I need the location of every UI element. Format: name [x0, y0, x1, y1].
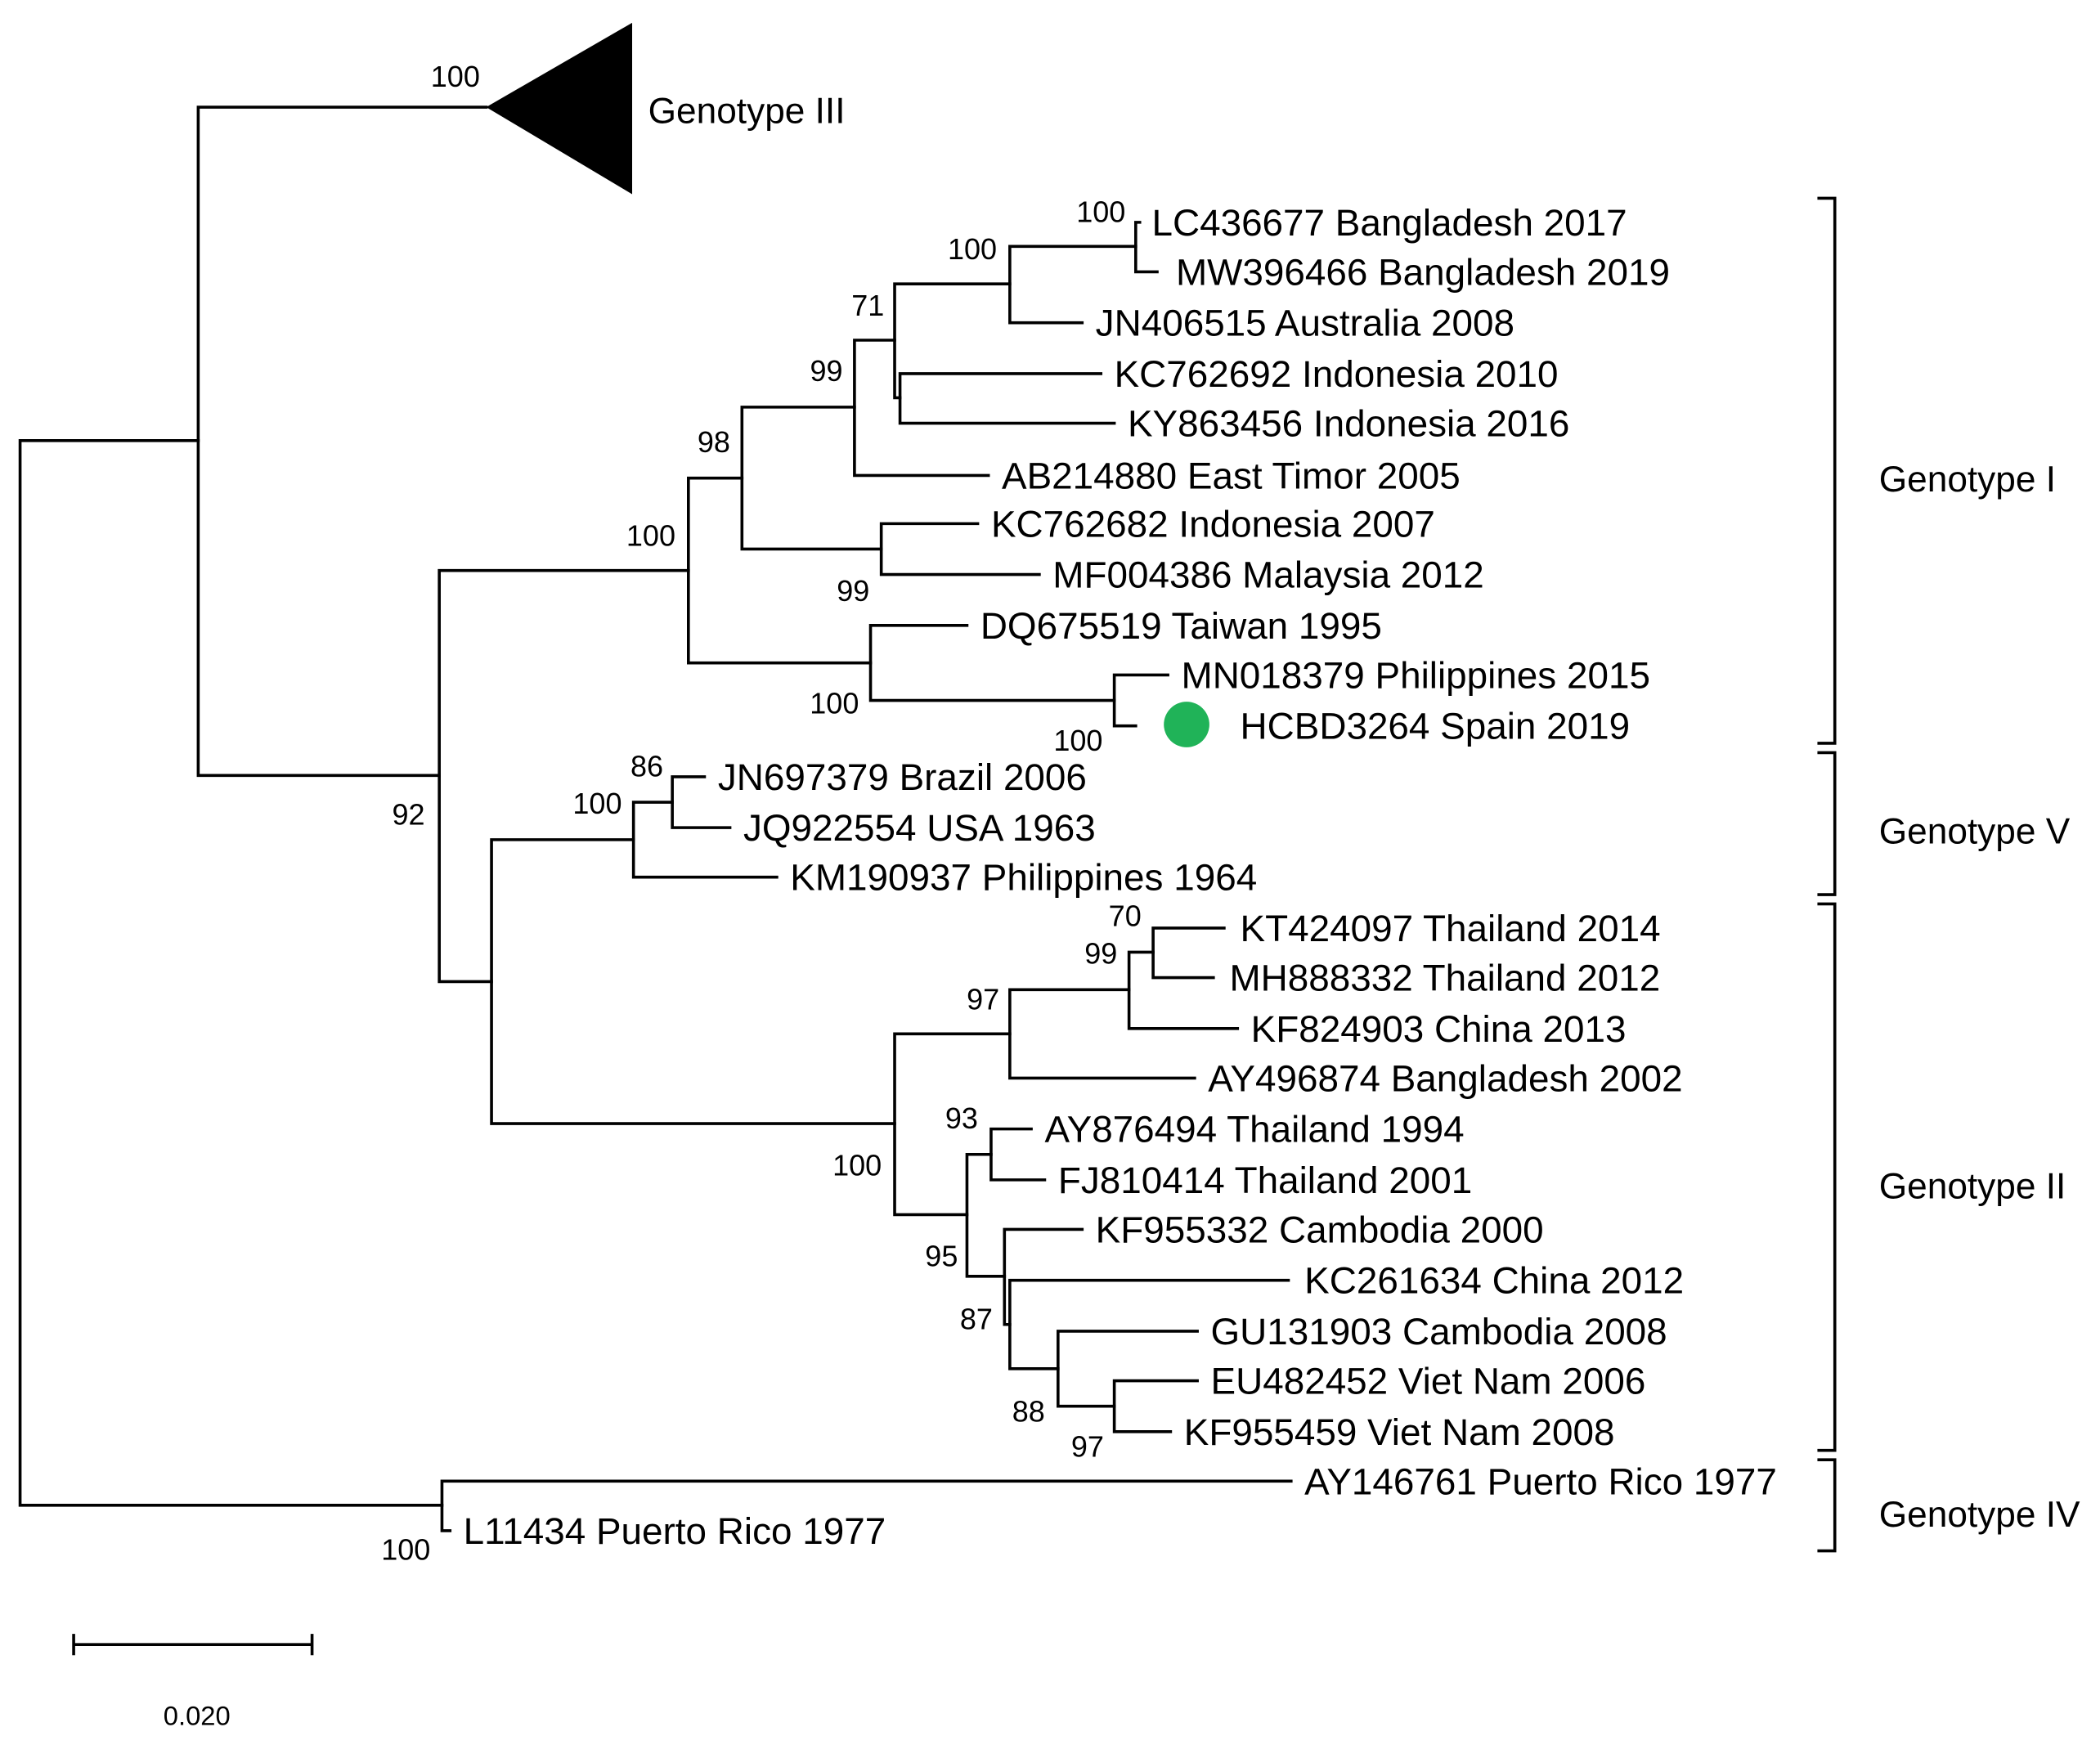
tree-node-branches [853, 339, 990, 478]
leaf-label: FJ810414 Thailand 2001 [1058, 1159, 1472, 1201]
tree-node-branches [687, 476, 873, 665]
leaf-label: MN018379 Philippines 2015 [1182, 653, 1650, 696]
leaf-label: MF004386 Malaysia 2012 [1052, 554, 1484, 596]
bootstrap-value: 86 [630, 749, 663, 783]
tree-node-branches [1112, 1379, 1199, 1433]
leaf-label: AY496874 Bangladesh 2002 [1208, 1056, 1682, 1099]
bootstrap-value: 95 [925, 1240, 958, 1273]
tree-node-branches [879, 522, 1041, 576]
tree-node-branches [893, 282, 1012, 400]
leaf-label: KC762692 Indonesia 2010 [1115, 352, 1559, 395]
bootstrap-values: 100 100 71 99 98 100 99 100 100 86 100 9… [381, 195, 1142, 1566]
tree-node-branches [893, 1032, 1012, 1217]
leaf-label: KF824903 China 2013 [1251, 1007, 1627, 1050]
genotype-label: Genotype V [1879, 812, 2071, 852]
leaf-label: AY146761 Puerto Rico 1977 [1304, 1460, 1777, 1502]
tree-node-branches [898, 372, 1116, 425]
tree-node-branches [1008, 1278, 1290, 1370]
bootstrap-value: 70 [1109, 899, 1142, 933]
leaf-label: LC436677 Bangladesh 2017 [1151, 201, 1627, 244]
tree-node-branches [440, 1479, 1293, 1532]
bootstrap-value: 100 [572, 787, 621, 820]
leaf-label: KY863456 Indonesia 2016 [1128, 402, 1569, 445]
tree-branches [18, 105, 1293, 1532]
bootstrap-value: 93 [945, 1101, 978, 1135]
tree-node-branches [965, 1152, 1007, 1278]
tree-node-branches [1112, 673, 1169, 728]
tree-node-branches [631, 801, 779, 879]
tree-node-branches [1134, 221, 1159, 274]
bootstrap-value: 100 [810, 686, 859, 720]
tree-node-branches [490, 838, 896, 1125]
leaf-label: MW396466 Bangladesh 2019 [1176, 250, 1670, 293]
leaf-label: KF955459 Viet Nam 2008 [1184, 1411, 1615, 1453]
tree-node-branches [989, 1127, 1047, 1182]
bootstrap-value: 71 [851, 289, 884, 322]
collapsed-clade-triangle [486, 22, 633, 195]
bootstrap-value: 87 [960, 1303, 993, 1336]
bootstrap-value: 99 [1084, 937, 1117, 971]
bootstrap-value: 99 [810, 354, 842, 388]
tree-node-branches [1008, 988, 1196, 1080]
tree-node-branches [1127, 950, 1240, 1030]
bootstrap-value: 99 [837, 574, 869, 608]
bootstrap-value: 100 [1076, 195, 1125, 228]
bootstrap-value: 100 [431, 60, 480, 93]
leaf-label: KF955332 Cambodia 2000 [1096, 1208, 1544, 1250]
bootstrap-value: 100 [626, 519, 675, 553]
leaf-label: KC261634 China 2012 [1304, 1259, 1684, 1302]
genotype-label: Genotype I [1879, 460, 2056, 500]
bootstrap-value: 97 [1071, 1429, 1104, 1463]
tree-node-branches [1057, 1330, 1199, 1408]
tree-node-branches [438, 568, 690, 984]
leaf-label: GU131903 Cambodia 2008 [1211, 1310, 1667, 1352]
leaf-labels: LC436677 Bangladesh 2017 MW396466 Bangla… [464, 201, 1777, 1552]
genotype-brackets: Genotype I Genotype V Genotype II Genoty… [1817, 196, 2080, 1553]
leaf-label: KC762682 Indonesia 2007 [991, 502, 1435, 545]
genotype-bracket [1817, 196, 1837, 745]
leaf-label: KT424097 Thailand 2014 [1241, 907, 1661, 949]
scale-bar-line [72, 1634, 314, 1656]
leaf-label: AY876494 Thailand 1994 [1044, 1108, 1464, 1151]
tree-node-branches [1003, 1227, 1084, 1326]
leaf-label: JN697379 Brazil 2006 [718, 756, 1087, 798]
bootstrap-value: 88 [1012, 1395, 1045, 1429]
genotype-label: Genotype II [1879, 1167, 2066, 1207]
leaf-label: MH888332 Thailand 2012 [1229, 957, 1660, 999]
bootstrap-value: 92 [392, 797, 424, 831]
bootstrap-value: 100 [948, 232, 997, 266]
tree-node-branches [196, 105, 488, 778]
bootstrap-value: 100 [381, 1532, 430, 1566]
tree-node-branches [671, 775, 732, 829]
scale-bar-label: 0.020 [164, 1700, 231, 1730]
scale-bar: 0.020 [72, 1634, 314, 1730]
leaf-label-highlighted: HCBD3264 Spain 2019 [1241, 705, 1631, 747]
leaf-label: L11434 Puerto Rico 1977 [464, 1509, 886, 1552]
root-node-branches [18, 439, 444, 1507]
collapsed-clade-label: Genotype III [648, 91, 846, 131]
bootstrap-value: 97 [967, 982, 999, 1016]
leaf-label: AB214880 East Timor 2005 [1002, 454, 1461, 496]
genotype-bracket [1817, 751, 1837, 896]
highlight-marker [1164, 702, 1209, 747]
leaf-label: JN406515 Australia 2008 [1096, 302, 1514, 344]
leaf-label: JQ922554 USA 1963 [743, 806, 1096, 849]
genotype-bracket [1817, 1458, 1837, 1553]
genotype-bracket [1817, 902, 1837, 1452]
bootstrap-value: 98 [698, 425, 730, 459]
genotype-label: Genotype IV [1879, 1495, 2080, 1535]
leaf-label: KM190937 Philippines 1964 [790, 856, 1257, 899]
bootstrap-value: 100 [832, 1148, 882, 1182]
tree-node-branches [1151, 926, 1226, 980]
leaf-label: EU482452 Viet Nam 2006 [1211, 1360, 1646, 1402]
bootstrap-value: 100 [1053, 724, 1102, 757]
tree-node-branches [868, 624, 1116, 702]
leaf-label: DQ675519 Taiwan 1995 [980, 604, 1382, 647]
tree-node-branches [1008, 244, 1138, 325]
tree-node-branches [740, 406, 883, 551]
